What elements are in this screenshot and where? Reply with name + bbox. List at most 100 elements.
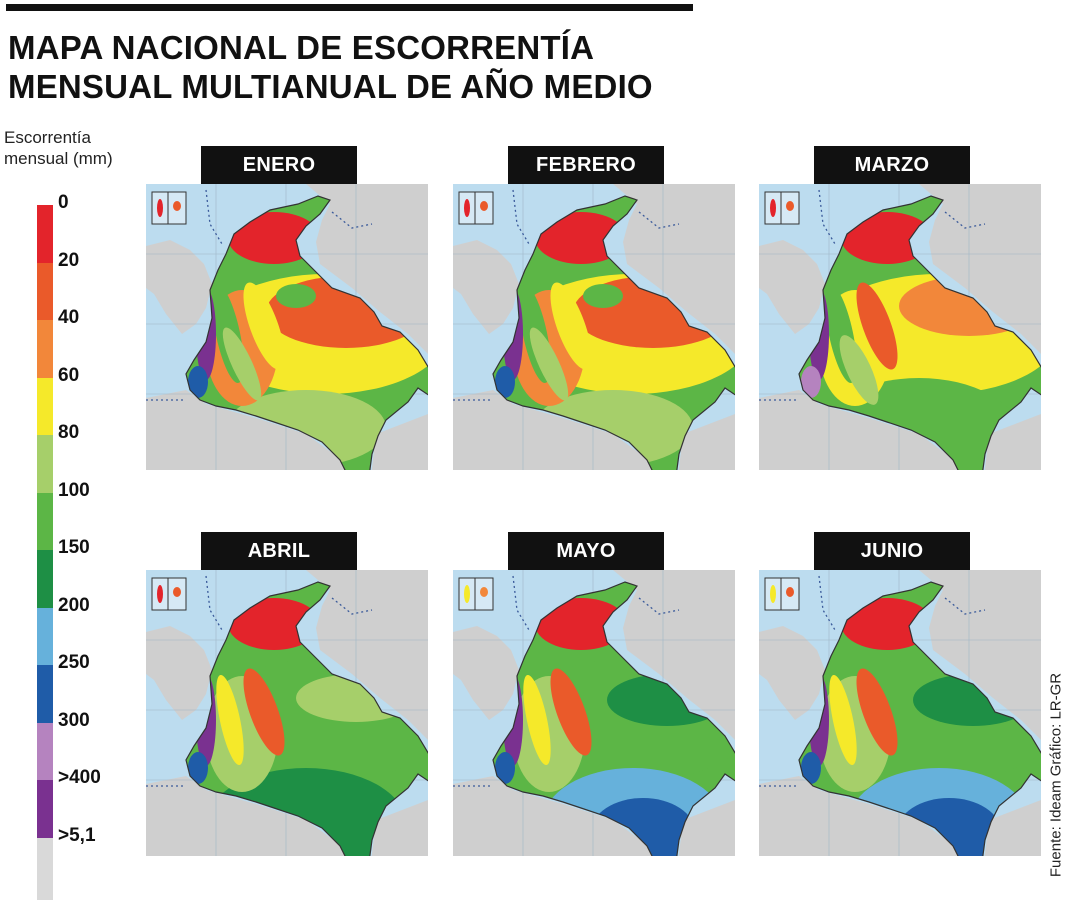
ecuador-peru-land	[453, 390, 654, 470]
ecuador-peru-land	[759, 776, 960, 856]
country-border	[798, 195, 1041, 470]
maritime-boundary	[331, 597, 373, 615]
legend-label: >5,1	[58, 824, 96, 846]
runoff-zone	[550, 668, 592, 756]
map-panel-enero: ENERO	[146, 146, 428, 471]
runoff-zone	[243, 282, 285, 370]
legend-swatch	[37, 377, 53, 436]
legend-swatch	[37, 837, 53, 900]
colombia-runoff-map	[759, 184, 1041, 470]
country-border	[185, 581, 428, 856]
san-andres-island	[464, 585, 470, 603]
venezuela-land	[306, 184, 428, 354]
legend-label: 100	[58, 479, 90, 501]
runoff-zone	[243, 668, 285, 756]
legend-label: >400	[58, 767, 101, 788]
runoff-zone	[228, 212, 320, 264]
runoff-zone	[856, 282, 898, 370]
runoff-zone	[188, 752, 208, 784]
maritime-boundary	[205, 575, 223, 631]
maritime-boundary	[512, 575, 530, 631]
legend-swatch	[37, 550, 53, 608]
top-rule	[6, 4, 693, 11]
ecuador-peru-land	[146, 776, 347, 856]
ecuador-peru-land	[146, 390, 347, 470]
san-andres-island	[770, 585, 776, 603]
providencia-island	[786, 201, 794, 211]
month-label: JUNIO	[814, 532, 970, 570]
month-label: FEBRERO	[508, 146, 664, 184]
map-panel-febrero: FEBRERO	[453, 146, 735, 471]
providencia-island	[480, 587, 488, 597]
legend-label: 40	[58, 307, 80, 328]
page-title: MAPA NACIONAL DE ESCORRENTÍA MENSUAL MUL…	[8, 28, 653, 106]
providencia-island	[173, 587, 181, 597]
legend-title-line-1: Escorrentía	[4, 128, 91, 147]
panama-land	[146, 240, 212, 334]
month-label: MAYO	[508, 532, 664, 570]
runoff-zone	[801, 366, 821, 398]
san-andres-island	[157, 199, 163, 217]
legend-swatch	[37, 205, 53, 263]
maritime-boundary	[638, 211, 680, 229]
maritime-boundary	[331, 211, 373, 229]
runoff-zone	[276, 284, 316, 308]
runoff-zone	[222, 327, 262, 401]
runoff-zone	[841, 212, 933, 264]
legend-title: Escorrentía mensual (mm)	[4, 127, 113, 169]
brazil-land	[984, 800, 1041, 856]
runoff-zone	[495, 752, 515, 784]
map-panel-mayo: MAYO	[453, 532, 735, 857]
colombia-runoff-map	[146, 184, 428, 470]
runoff-zone	[529, 327, 569, 401]
runoff-zone	[801, 752, 821, 784]
country-border	[185, 195, 428, 470]
brazil-land	[371, 800, 428, 856]
runoff-zone	[550, 282, 592, 370]
venezuela-land	[613, 184, 735, 354]
map-panel-junio: JUNIO	[759, 532, 1041, 857]
venezuela-land	[613, 570, 735, 740]
runoff-zone	[839, 335, 879, 405]
brazil-land	[678, 800, 735, 856]
country-border	[492, 581, 735, 856]
providencia-island	[786, 587, 794, 597]
source-credit-text: Fuente: Ideam Gráfico: LR-GR	[1047, 672, 1065, 878]
maritime-boundary	[205, 189, 223, 245]
providencia-island	[480, 201, 488, 211]
venezuela-land	[919, 184, 1041, 354]
legend-label: 300	[58, 709, 90, 731]
map-panel-abril: ABRIL	[146, 532, 428, 857]
title-line-1: MAPA NACIONAL DE ESCORRENTÍA	[8, 29, 595, 66]
san-andres-island	[770, 199, 776, 217]
month-label: MARZO	[814, 146, 970, 184]
legend-swatch	[37, 665, 53, 723]
venezuela-land	[306, 570, 428, 740]
san-andres-island	[464, 199, 470, 217]
title-line-2: MENSUAL MULTIANUAL DE AÑO MEDIO	[8, 68, 653, 105]
legend-label: 150	[58, 537, 90, 558]
maritime-boundary	[638, 597, 680, 615]
panama-land	[453, 626, 519, 720]
month-label: ENERO	[201, 146, 357, 184]
maritime-boundary	[944, 597, 986, 615]
legend-swatch	[37, 722, 53, 781]
runoff-zone	[829, 674, 857, 766]
brazil-land	[984, 414, 1041, 470]
colombia-runoff-map	[146, 570, 428, 856]
panama-land	[146, 626, 212, 720]
country-border	[492, 195, 735, 470]
legend-swatch	[37, 492, 53, 551]
legend-swatch	[37, 607, 53, 666]
month-label: ABRIL	[201, 532, 357, 570]
legend-swatch	[37, 262, 53, 321]
panama-land	[759, 626, 825, 720]
runoff-zone	[535, 598, 627, 650]
legend-swatch	[37, 435, 53, 493]
ecuador-peru-land	[759, 390, 960, 470]
runoff-zone	[841, 598, 933, 650]
legend-label: 200	[58, 594, 90, 616]
colombia-runoff-map	[453, 570, 735, 856]
runoff-zone	[535, 212, 627, 264]
san-andres-island	[157, 585, 163, 603]
